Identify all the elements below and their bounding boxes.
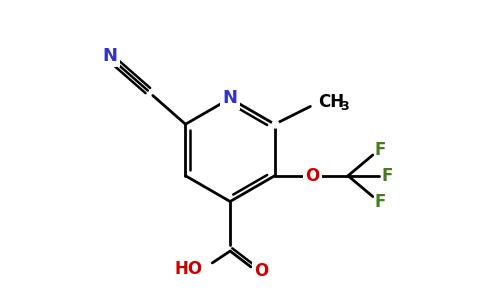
Text: F: F [374, 193, 385, 211]
Text: CH: CH [318, 93, 345, 111]
Text: HO: HO [174, 260, 203, 278]
Text: F: F [382, 167, 393, 185]
Text: O: O [254, 262, 268, 280]
Text: O: O [305, 167, 319, 185]
Text: N: N [223, 89, 238, 107]
Text: 3: 3 [340, 100, 349, 113]
Text: F: F [374, 141, 385, 159]
Text: N: N [103, 47, 118, 65]
